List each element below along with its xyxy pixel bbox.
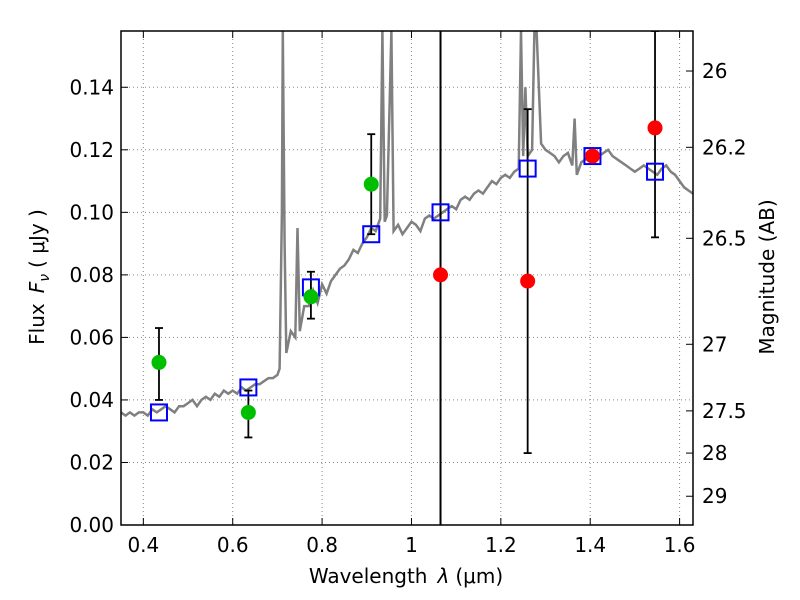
grid: [121, 31, 693, 526]
y-tick-label: 0.14: [69, 75, 114, 99]
y-tick-label: 0.00: [69, 513, 114, 537]
model-square: [583, 147, 602, 166]
model-square: [239, 378, 258, 397]
spectrum-series: [121, 31, 693, 418]
y2-tick-label: 27: [702, 332, 727, 356]
y2-tick-label: 26: [702, 59, 727, 83]
x-tick-label: 1: [405, 533, 418, 557]
green-point: [363, 176, 379, 192]
data-points: [149, 120, 665, 422]
red-point: [433, 267, 449, 283]
y-axis-label: FluxFν( μJy ): [25, 209, 53, 345]
red-point: [647, 120, 663, 136]
x-tick-label: 1.6: [664, 533, 696, 557]
x-tick-label: 0.6: [217, 533, 249, 557]
y-tick-label: 0.06: [69, 325, 114, 349]
model-square: [518, 159, 537, 178]
y-tick-label: 0.04: [69, 388, 114, 412]
red-point: [584, 148, 600, 164]
y2-tick-label: 26.5: [702, 226, 747, 250]
spectrum-line: [121, 31, 693, 418]
x-axis-label: Wavelength λ (μm): [309, 564, 503, 588]
x-tick-label: 1.2: [485, 533, 517, 557]
green-point: [240, 404, 256, 420]
right-axis-label: Magnitude (AB): [755, 199, 779, 354]
model-square: [646, 162, 665, 181]
x-tick-label: 0.8: [306, 533, 338, 557]
y2-tick-label: 28: [702, 441, 727, 465]
model-square: [362, 225, 381, 244]
x-tick-label: 0.4: [127, 533, 159, 557]
y2-tick-label: 29: [702, 484, 727, 508]
y2-tick-label: 26.2: [702, 135, 747, 159]
green-point: [303, 289, 319, 305]
plot-frame: [120, 30, 694, 526]
green-point: [151, 354, 167, 370]
y-tick-label: 0.02: [69, 450, 114, 474]
axis-ticks: 0.4 0.6 0.8 1 1.2 1.4 1.6 0.00 0.02 0.04 0.06 0.08 0…: [69, 31, 747, 557]
x-tick-label: 1.4: [574, 533, 606, 557]
y-tick-label: 0.08: [69, 263, 114, 287]
model-square: [149, 403, 168, 422]
y2-tick-label: 27.5: [702, 399, 747, 423]
error-bars: [154, 31, 660, 454]
y-tick-label: 0.10: [69, 200, 114, 224]
red-point: [520, 273, 536, 289]
plot-border: [120, 30, 694, 526]
model-square: [431, 203, 450, 222]
y-tick-label: 0.12: [69, 138, 114, 162]
